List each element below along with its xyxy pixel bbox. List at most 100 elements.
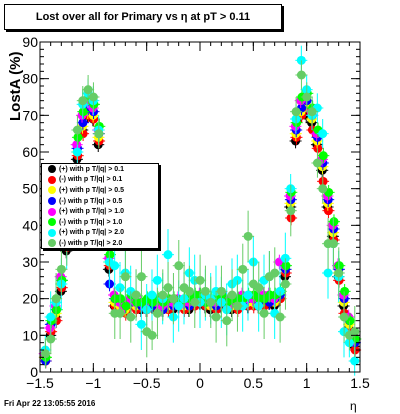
data-point xyxy=(259,308,269,318)
data-point xyxy=(318,151,328,161)
x-tick-label: 0 xyxy=(196,375,204,391)
data-point xyxy=(78,96,88,106)
data-point xyxy=(120,272,130,282)
y-tick-label: 0 xyxy=(30,364,38,380)
data-point xyxy=(147,290,157,300)
legend-entry: (+) with p T/|q| > 0.1 xyxy=(42,164,158,175)
data-point xyxy=(147,330,157,340)
data-point xyxy=(56,264,66,274)
data-point xyxy=(329,217,339,227)
data-point xyxy=(206,297,216,307)
data-point xyxy=(72,140,82,150)
data-point xyxy=(280,279,290,289)
data-point xyxy=(222,316,232,326)
legend-marker xyxy=(48,175,56,184)
data-point xyxy=(52,305,62,315)
data-point xyxy=(350,356,360,366)
data-point xyxy=(281,261,291,271)
legend-label: (+) with p T/|q| > 1.0 xyxy=(59,208,124,216)
data-point xyxy=(45,323,55,333)
data-point xyxy=(163,283,173,293)
x-tick-label: 0.5 xyxy=(244,375,264,391)
y-tick-label: 90 xyxy=(22,34,38,50)
data-point xyxy=(83,85,93,95)
data-point xyxy=(286,206,296,216)
legend-entry: (-) with p T/|q| > 1.0 xyxy=(42,217,158,228)
legend-marker xyxy=(48,218,56,227)
y-tick-label: 10 xyxy=(22,327,38,343)
legend-label: (+) with p T/|q| > 2.0 xyxy=(59,229,124,237)
legend-entry: (-) with p T/|q| > 0.5 xyxy=(42,196,158,207)
legend-marker xyxy=(48,186,56,195)
data-point xyxy=(195,275,205,285)
y-tick-label: 50 xyxy=(22,181,38,197)
data-point xyxy=(184,286,194,296)
data-point xyxy=(350,327,360,337)
data-point xyxy=(190,297,200,307)
data-point xyxy=(275,312,285,322)
data-point xyxy=(78,118,88,128)
data-point xyxy=(318,184,328,194)
legend-label: (+) with p T/|q| > 0.1 xyxy=(59,165,124,173)
data-point xyxy=(110,261,120,271)
x-tick-label: −1.5 xyxy=(26,375,54,391)
data-point xyxy=(152,308,162,318)
data-point xyxy=(312,158,322,168)
timestamp: Fri Apr 22 13:05:55 2016 xyxy=(4,399,96,408)
data-point xyxy=(340,286,350,296)
legend-marker xyxy=(48,165,56,174)
y-axis-label: LostA (%) xyxy=(7,52,24,121)
legend-label: (-) with p T/|q| > 1.0 xyxy=(59,218,123,226)
data-point xyxy=(40,349,50,359)
legend-marker xyxy=(48,228,56,237)
data-point xyxy=(339,312,349,322)
data-point xyxy=(94,129,104,139)
data-point xyxy=(174,261,184,271)
x-axis-label: η xyxy=(350,399,357,413)
data-point xyxy=(116,294,126,304)
data-point xyxy=(323,206,333,216)
x-tick-label: −1 xyxy=(85,375,101,391)
y-tick-label: 60 xyxy=(22,144,38,160)
data-point xyxy=(174,301,184,311)
data-point xyxy=(227,290,237,300)
data-point xyxy=(73,132,83,142)
data-point xyxy=(296,55,306,65)
data-point xyxy=(72,147,82,157)
data-point xyxy=(328,239,338,249)
data-point xyxy=(307,107,317,117)
data-point xyxy=(163,250,173,260)
data-point xyxy=(105,250,115,260)
legend-entry: (-) with p T/|q| > 0.1 xyxy=(42,175,158,186)
data-point xyxy=(88,92,98,102)
legend-entry: (-) with p T/|q| > 2.0 xyxy=(42,238,158,249)
data-point xyxy=(46,312,56,322)
data-point xyxy=(72,125,82,135)
data-point xyxy=(211,312,221,322)
legend-label: (-) with p T/|q| > 0.5 xyxy=(59,197,123,205)
data-point xyxy=(270,268,280,278)
chart-title-box: Lost over all for Primary vs η at pT > 0… xyxy=(4,4,282,30)
data-point xyxy=(302,92,312,102)
data-point xyxy=(200,286,210,296)
data-point xyxy=(121,301,131,311)
data-point xyxy=(334,268,344,278)
data-point xyxy=(78,107,88,117)
data-point xyxy=(296,70,306,80)
x-tick-label: 1.5 xyxy=(350,375,370,391)
data-point xyxy=(46,334,56,344)
legend-marker xyxy=(48,207,56,216)
data-point xyxy=(115,308,125,318)
legend-label: (+) with p T/|q| > 0.5 xyxy=(59,186,124,194)
axis-tick-labels: −1.5 −1 −0.5 0 0.5 1 1.5 0 10 20 30 40 50 60 70 80 90 xyxy=(22,34,370,391)
data-point xyxy=(318,129,328,139)
data-point xyxy=(51,294,61,304)
data-point xyxy=(216,286,226,296)
data-point xyxy=(152,275,162,285)
legend-entry: (+) with p T/|q| > 2.0 xyxy=(42,228,158,239)
data-point xyxy=(243,290,253,300)
legend-label: (-) with p T/|q| > 2.0 xyxy=(59,239,123,247)
data-point xyxy=(126,312,136,322)
data-point xyxy=(136,272,146,282)
data-point xyxy=(243,231,253,241)
